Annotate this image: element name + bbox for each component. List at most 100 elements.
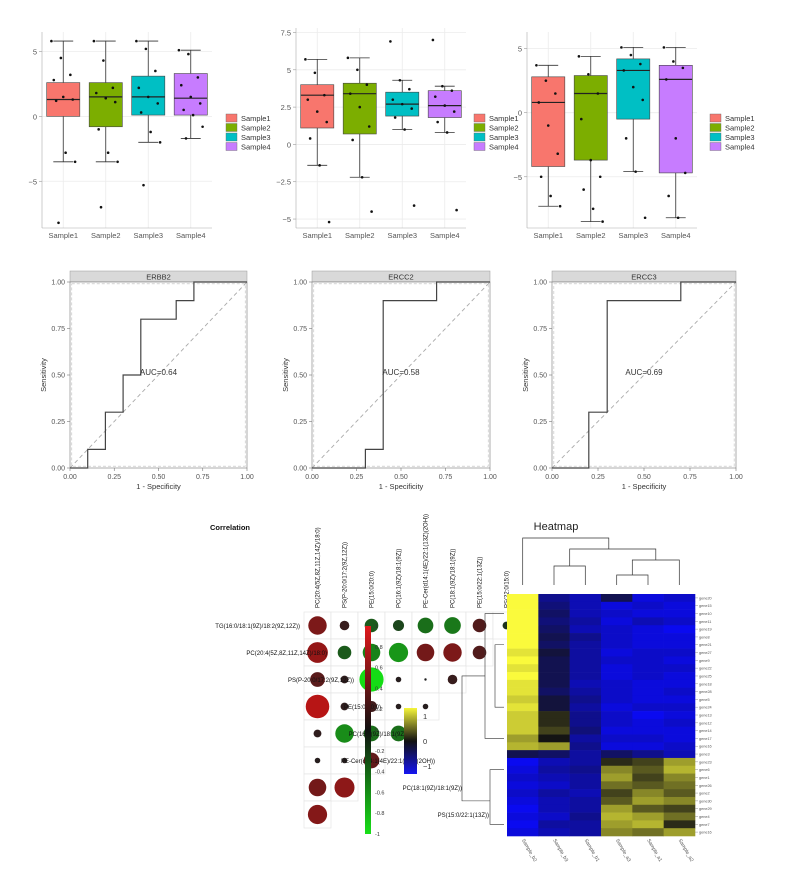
heat-cell (632, 594, 664, 603)
heat-cell (663, 742, 696, 751)
y-tick-label: 0.00 (51, 466, 65, 473)
data-point (177, 48, 181, 52)
roc-panel-erbb2: ERBB2 AUC=0.64 0.00 0.25 0.50 0.75 1.00 1.00 0.7… (39, 270, 254, 491)
data-point (360, 175, 364, 179)
corr-col-label: PC(16:1(9Z)/18:1(9Z)) (397, 549, 403, 608)
data-point (445, 131, 449, 134)
data-point (198, 102, 202, 105)
heat-row-label: gene5 (699, 698, 710, 702)
heat-row-label: gene27 (699, 651, 712, 655)
heat-row-label: gene13 (699, 714, 712, 718)
heat-cell (538, 601, 570, 610)
box-sample4 (658, 65, 693, 174)
corr-circle (444, 617, 461, 634)
x-tick-label: Sample4 (430, 231, 460, 240)
data-point (99, 205, 103, 209)
data-point (408, 87, 411, 91)
heat-cell (538, 750, 570, 759)
heat-cell (507, 828, 539, 837)
heat-col-label: Sample_a2 (677, 838, 695, 863)
heat-row-label: gene12 (699, 721, 712, 725)
heat-cell (663, 625, 696, 634)
heat-cell (538, 640, 570, 649)
heat-cell (507, 664, 539, 673)
x-tick-label: 0.75 (196, 474, 210, 481)
legend-swatch (709, 123, 722, 132)
data-point (601, 220, 604, 223)
corr-circle (340, 702, 349, 711)
data-point (589, 158, 593, 162)
heat-cell (663, 679, 696, 688)
y-tick-label: 1.00 (533, 280, 547, 287)
x-axis-label: 1 - Specificity (136, 482, 181, 491)
data-point (144, 47, 148, 51)
heat-cell (569, 804, 602, 813)
heat-cell (507, 773, 539, 782)
roc-curve (312, 281, 490, 469)
heat-cell (569, 695, 602, 704)
heat-key-label: −1 (423, 762, 432, 771)
heat-row-label: gene19 (699, 628, 712, 632)
heat-row-label: gene25 (699, 674, 712, 678)
data-point (620, 46, 623, 49)
heat-cell (538, 718, 570, 728)
heat-cell (569, 703, 602, 712)
heat-cell (663, 757, 696, 767)
x-tick-label: Sample2 (576, 231, 606, 240)
y-axis-label: Sensitivity (521, 358, 530, 392)
legend-label: Sample1 (241, 114, 271, 123)
heat-cell (538, 711, 570, 720)
heat-key-label: 0 (423, 737, 427, 746)
corr-col-label: PC(18:1(9Z)/18:1(9Z)) (451, 549, 457, 608)
data-point (154, 69, 157, 73)
heat-cell (632, 757, 664, 767)
data-point (389, 40, 392, 43)
heat-cell (632, 742, 664, 751)
data-point (97, 128, 100, 131)
corr-circle (313, 729, 322, 738)
y-tick-label: 0.50 (51, 373, 65, 380)
heat-cell (601, 594, 633, 603)
data-point (135, 39, 138, 43)
box-sample1 (531, 76, 566, 167)
data-point (546, 124, 550, 127)
heat-cell (632, 711, 664, 720)
heat-cell (507, 765, 539, 774)
data-point (113, 100, 117, 104)
heat-row-label: gene10 (699, 612, 712, 616)
data-point (315, 110, 319, 113)
roc-curve (70, 281, 247, 469)
heat-cell (538, 796, 570, 806)
corr-scale-label: -0.4 (375, 770, 384, 776)
legend-label: Sample3 (489, 133, 519, 142)
y-tick-label: −5 (282, 215, 291, 224)
data-point (346, 56, 350, 60)
data-point (111, 86, 115, 90)
data-point (139, 111, 143, 114)
heat-cell (601, 726, 633, 735)
legend-swatch (225, 142, 238, 151)
heat-cell (663, 687, 696, 696)
heat-cell (663, 812, 696, 821)
heat-cell (538, 765, 570, 774)
heat-cell (632, 765, 664, 774)
row-dendrogram-branch (489, 769, 504, 825)
corr-circle (308, 616, 327, 635)
heat-cell (538, 828, 570, 837)
heat-cell (632, 679, 664, 688)
data-point (643, 216, 647, 220)
heat-row-label: gene23 (699, 760, 712, 764)
data-point (71, 98, 75, 101)
data-point (535, 64, 538, 67)
heat-cell (569, 734, 602, 743)
heat-cell (601, 781, 633, 790)
corr-scale-label: 0.4 (375, 686, 383, 692)
data-point (587, 72, 590, 76)
heat-cell (569, 664, 602, 673)
x-tick-label: Sample4 (176, 231, 206, 240)
heat-cell (569, 750, 602, 759)
heat-cell (601, 718, 633, 728)
correlation-title: Correlation (210, 523, 250, 532)
x-axis-label: 1 - Specificity (379, 482, 424, 491)
heat-cell (538, 804, 570, 813)
